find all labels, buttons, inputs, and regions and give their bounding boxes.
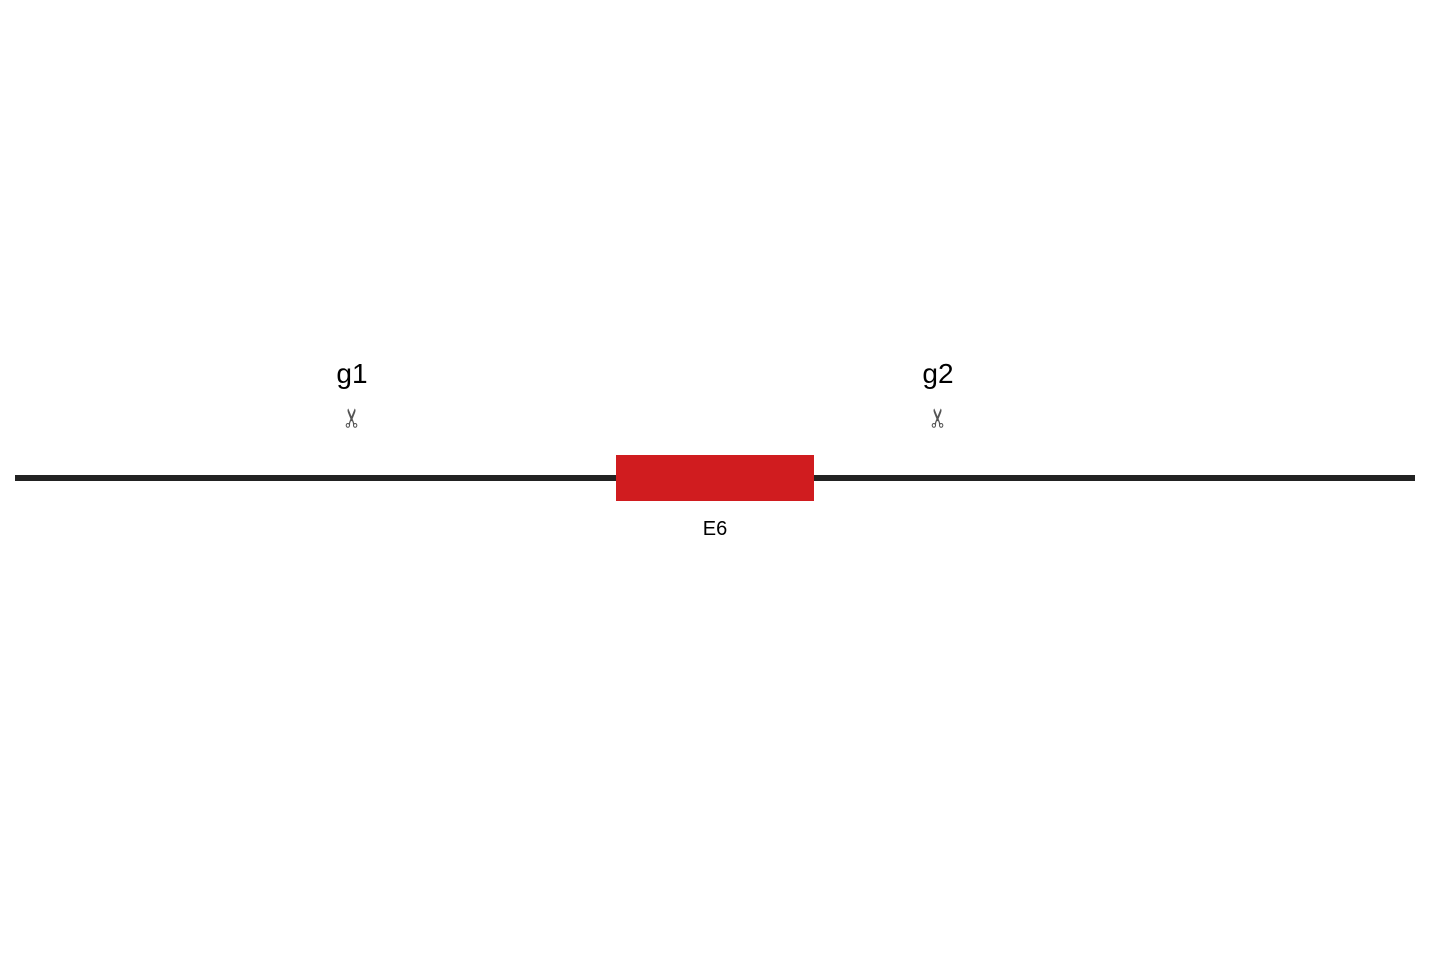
- exon-box: [616, 455, 814, 501]
- exon-label: E6: [703, 519, 727, 539]
- scissors-icon: ✂: [339, 407, 365, 429]
- cut-site-label-g1: g1: [336, 360, 367, 388]
- scissors-icon: ✂: [925, 407, 951, 429]
- cut-site-label-g2: g2: [922, 360, 953, 388]
- gene-diagram: E6 g1 ✂ g2 ✂: [0, 0, 1440, 960]
